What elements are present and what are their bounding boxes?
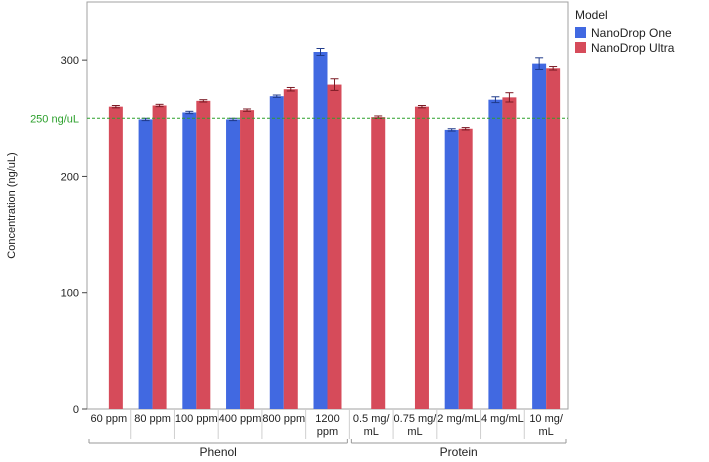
category-label: mL — [538, 426, 553, 438]
bar — [240, 110, 255, 409]
y-axis-title: Concentration (ng/uL) — [6, 152, 18, 258]
bar — [371, 117, 386, 409]
category-label: 10 mg/ — [529, 413, 564, 425]
legend-label-nanodrop-one: NanoDrop One — [591, 25, 672, 40]
legend: Model NanoDrop One NanoDrop Ultra — [575, 8, 674, 55]
bar — [458, 128, 473, 409]
legend-swatch-nanodrop-one — [575, 27, 586, 38]
category-label: 2 mg/mL — [437, 413, 480, 425]
plot-area: Concentration (ng/uL) 0 100 200 300 60 ppm 80 … — [6, 1, 569, 459]
reference-line-label: 250 ng/uL — [30, 113, 79, 125]
bar — [196, 100, 211, 409]
category-label: 1200 — [315, 413, 339, 425]
group-label: Phenol — [199, 445, 236, 459]
bar — [532, 63, 547, 409]
bar — [313, 52, 328, 409]
legend-title: Model — [575, 8, 608, 22]
category-label: mL — [407, 426, 422, 438]
y-tick-label: 100 — [61, 288, 79, 300]
bar — [414, 106, 429, 410]
category-label: 100 ppm — [175, 413, 218, 425]
category-label: 800 ppm — [262, 413, 305, 425]
category-label: 80 ppm — [134, 413, 171, 425]
legend-item-nanodrop-one: NanoDrop One — [575, 25, 674, 40]
y-tick-label: 200 — [61, 171, 79, 183]
bar — [138, 119, 153, 409]
bar — [182, 112, 197, 409]
bar — [108, 106, 123, 410]
category-label: 0.5 mg/ — [353, 413, 391, 425]
bar — [152, 105, 167, 409]
bar — [269, 96, 284, 409]
category-label: 0.75 mg/ — [394, 413, 438, 425]
group-label: Protein — [440, 445, 478, 459]
bar — [226, 119, 241, 409]
category-label: 400 ppm — [219, 413, 262, 425]
bar — [546, 68, 561, 409]
bar — [502, 97, 517, 410]
category-label: 4 mg/mL — [481, 413, 524, 425]
category-label: ppm — [317, 426, 338, 438]
legend-item-nanodrop-ultra: NanoDrop Ultra — [575, 40, 674, 55]
bar — [327, 84, 342, 409]
legend-swatch-nanodrop-ultra — [575, 42, 586, 53]
legend-label-nanodrop-ultra: NanoDrop Ultra — [591, 40, 675, 55]
bar — [488, 99, 503, 410]
bar — [283, 89, 298, 409]
y-tick-label: 300 — [61, 55, 79, 67]
category-label: 60 ppm — [91, 413, 128, 425]
category-label: mL — [364, 426, 379, 438]
bar — [444, 129, 459, 409]
y-tick-label: 0 — [73, 404, 79, 416]
